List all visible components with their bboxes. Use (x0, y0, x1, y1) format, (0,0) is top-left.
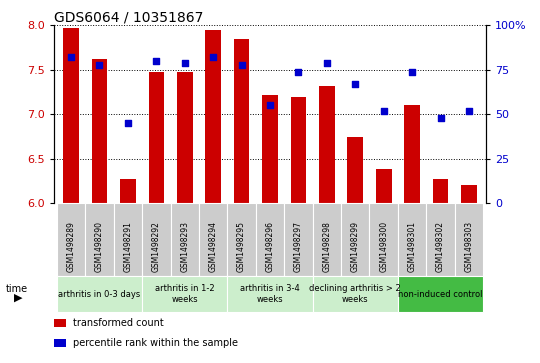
Text: GSM1498300: GSM1498300 (379, 221, 388, 272)
Text: GSM1498294: GSM1498294 (208, 221, 218, 272)
Text: time: time (5, 284, 28, 294)
Point (95, 62, 104, 68)
Point (436, 115, 445, 121)
Text: percentile rank within the sample: percentile rank within the sample (73, 338, 238, 348)
Bar (148, 72, 164, 203)
Text: GSM1498296: GSM1498296 (266, 221, 274, 272)
Bar (461, 185, 477, 203)
Bar (404, 105, 420, 203)
Text: GSM1498301: GSM1498301 (408, 221, 416, 272)
Text: GSM1498302: GSM1498302 (436, 221, 445, 272)
Bar (205, 30, 221, 203)
Text: arthritis in 1-2
weeks: arthritis in 1-2 weeks (155, 284, 214, 304)
Text: arthritis in 0-3 days: arthritis in 0-3 days (58, 290, 140, 298)
Point (152, 58, 160, 64)
Bar (234, 39, 249, 203)
Text: GSM1498303: GSM1498303 (464, 221, 474, 272)
Point (180, 60, 189, 66)
Point (294, 69, 303, 74)
Text: GSM1498293: GSM1498293 (180, 221, 189, 272)
Text: arthritis in 3-4
weeks: arthritis in 3-4 weeks (240, 284, 300, 304)
Point (266, 102, 274, 108)
Text: GSM1498290: GSM1498290 (95, 221, 104, 272)
Point (380, 108, 388, 114)
Bar (347, 136, 363, 203)
Bar (433, 179, 448, 203)
Bar (376, 170, 392, 203)
Text: GSM1498299: GSM1498299 (351, 221, 360, 272)
Text: ▶: ▶ (14, 293, 22, 303)
Text: transformed count: transformed count (73, 318, 164, 328)
Bar (63, 28, 79, 203)
Bar (262, 95, 278, 203)
Text: non-induced control: non-induced control (399, 290, 483, 298)
Bar (319, 86, 335, 203)
Bar (92, 59, 107, 203)
Point (124, 120, 132, 126)
Text: declining arthritis > 2
weeks: declining arthritis > 2 weeks (309, 284, 401, 304)
Text: GSM1498291: GSM1498291 (124, 221, 132, 272)
Text: GSM1498295: GSM1498295 (237, 221, 246, 272)
Point (464, 108, 473, 114)
Text: GSM1498289: GSM1498289 (66, 221, 76, 272)
Point (209, 54, 218, 60)
Bar (177, 72, 193, 203)
Point (67, 54, 76, 60)
Point (351, 81, 360, 87)
Text: GSM1498297: GSM1498297 (294, 221, 303, 272)
Text: GSM1498292: GSM1498292 (152, 221, 161, 272)
Point (408, 69, 416, 74)
Text: GSM1498298: GSM1498298 (322, 221, 332, 272)
Point (237, 62, 246, 68)
Point (322, 60, 331, 66)
Text: GDS6064 / 10351867: GDS6064 / 10351867 (54, 11, 204, 25)
Bar (120, 179, 136, 203)
Bar (291, 97, 306, 203)
